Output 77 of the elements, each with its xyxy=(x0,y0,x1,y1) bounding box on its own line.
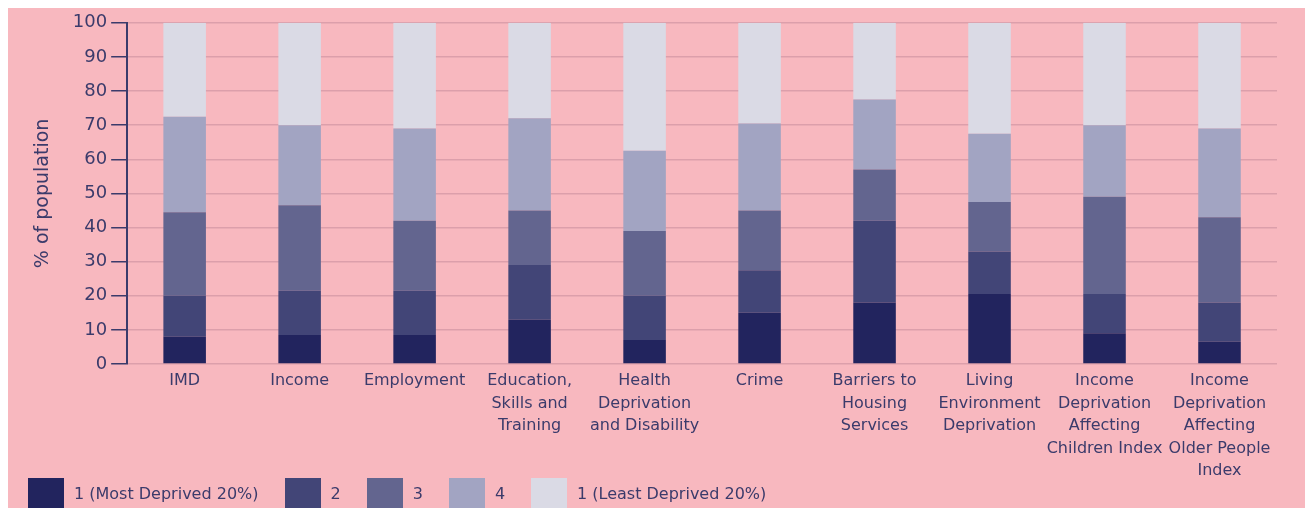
bar xyxy=(623,22,666,151)
bar xyxy=(853,302,896,364)
x-tick-label: IMD xyxy=(169,370,201,390)
bar xyxy=(623,150,666,231)
bar xyxy=(853,169,896,221)
y-tick-label: 100 xyxy=(72,10,108,32)
x-tick-label: Income xyxy=(270,370,330,390)
x-tick-label: Crime xyxy=(735,370,784,390)
bar xyxy=(393,290,436,335)
bar xyxy=(1198,217,1241,303)
y-tick-label: 20 xyxy=(84,283,108,305)
bar xyxy=(968,133,1011,202)
bar xyxy=(1198,341,1241,364)
bar xyxy=(163,336,206,364)
bar xyxy=(508,210,551,266)
bar xyxy=(1083,333,1126,364)
y-axis-title: % of population xyxy=(30,118,53,269)
legend-label: 3 xyxy=(412,483,423,503)
bar xyxy=(968,22,1011,134)
bar xyxy=(508,118,551,211)
y-tick-label: 10 xyxy=(84,317,108,339)
bar xyxy=(623,340,666,364)
legend-label: 1 (Least Deprived 20%) xyxy=(577,483,767,503)
x-tick-label: Income Deprivation Affecting Older People Index xyxy=(1168,370,1271,479)
bar xyxy=(853,22,896,100)
x-tick-label: Living Environment Deprivation xyxy=(938,370,1041,435)
bar xyxy=(968,294,1011,364)
bar xyxy=(278,290,321,335)
bar xyxy=(163,22,206,117)
bar xyxy=(853,220,896,303)
bar xyxy=(278,335,321,364)
bar xyxy=(1083,22,1126,126)
bar xyxy=(623,295,666,341)
bar xyxy=(278,125,321,206)
x-tick-label: Employment xyxy=(363,370,466,390)
bar xyxy=(623,230,666,296)
bar xyxy=(1198,302,1241,342)
y-tick-label: 30 xyxy=(84,249,108,271)
bar xyxy=(738,312,781,364)
bar xyxy=(1083,196,1126,295)
bar xyxy=(738,270,781,313)
bar xyxy=(1198,22,1241,129)
bar xyxy=(508,22,551,119)
legend-label: 1 (Most Deprived 20%) xyxy=(74,483,259,503)
bar xyxy=(738,123,781,211)
bar xyxy=(163,212,206,296)
y-tick-label: 40 xyxy=(84,215,108,237)
bar xyxy=(278,22,321,126)
x-tick-label: Barriers to Housing Services xyxy=(832,370,917,435)
bar xyxy=(508,265,551,320)
bar xyxy=(508,319,551,364)
y-tick-label: 50 xyxy=(84,181,108,203)
y-tick-label: 90 xyxy=(84,44,108,66)
bar xyxy=(738,22,781,124)
bar xyxy=(1083,125,1126,197)
bar xyxy=(163,295,206,337)
bar xyxy=(163,116,206,213)
x-tick-label: Health Deprivation and Disability xyxy=(589,370,700,435)
bar xyxy=(393,22,436,129)
bar xyxy=(968,201,1011,252)
bar xyxy=(393,220,436,291)
bar xyxy=(968,251,1011,295)
y-tick-label: 70 xyxy=(84,112,108,134)
y-tick-label: 80 xyxy=(84,78,108,100)
bar xyxy=(1198,128,1241,218)
bar xyxy=(393,335,436,364)
x-tick-label: Income Deprivation Affecting Children Index xyxy=(1046,370,1163,457)
x-tick-label: Education, Skills and Training xyxy=(487,370,572,435)
bar xyxy=(738,210,781,271)
legend-label: 2 xyxy=(330,483,341,503)
y-tick-label: 0 xyxy=(95,351,108,373)
bar xyxy=(853,99,896,170)
legend-label: 4 xyxy=(494,483,506,503)
bar xyxy=(393,128,436,221)
y-tick-label: 60 xyxy=(84,146,108,168)
bar xyxy=(1083,294,1126,334)
bar xyxy=(278,205,321,291)
